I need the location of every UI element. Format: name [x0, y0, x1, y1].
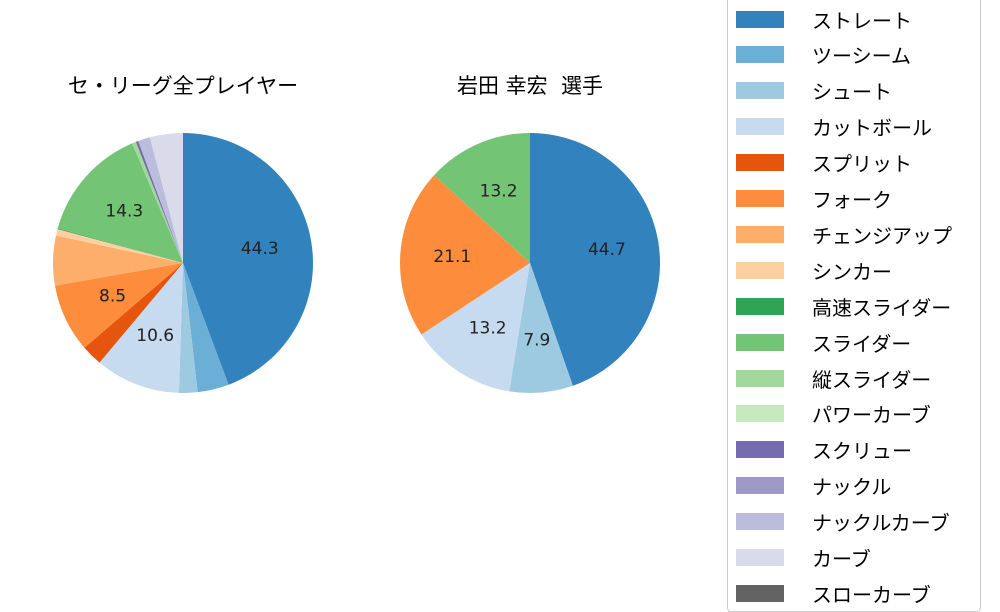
- legend-item: 高速スライダー: [736, 294, 952, 320]
- slice-value-label: 10.6: [136, 326, 174, 346]
- legend-label: シュート: [812, 80, 892, 105]
- legend-item: カットボール: [736, 115, 932, 141]
- pie-slice: [57, 143, 183, 263]
- player-pie: 44.7 7.9 13.2 21.1 13.2: [400, 133, 661, 393]
- legend-swatch: [736, 225, 784, 243]
- pie-slice: [53, 235, 183, 286]
- legend-swatch: [736, 261, 784, 279]
- legend-item: スローカーブ: [736, 581, 931, 607]
- legend: ストレートツーシームシュートカットボール スプリットフォークチェンジアップ シンカー…: [727, 0, 981, 612]
- pie-slice: [55, 263, 183, 348]
- legend-swatch: [736, 441, 784, 459]
- legend-swatch: [736, 549, 784, 566]
- legend-label: スクリュー: [812, 439, 912, 464]
- legend-swatch: [736, 513, 784, 531]
- legend-label: パワーカーブ: [812, 403, 931, 428]
- legend-item: スプリット: [736, 151, 912, 177]
- legend-label: スライダー: [812, 331, 912, 356]
- slice-value-label: 14.3: [105, 202, 143, 222]
- slice-value-label: 8.5: [99, 286, 126, 306]
- slice-value-label: 44.7: [588, 240, 626, 260]
- pie-slice: [84, 263, 183, 363]
- legend-swatch: [736, 118, 784, 136]
- legend-swatch: [736, 10, 784, 28]
- pie-slice: [183, 263, 229, 393]
- legend-swatch: [736, 333, 784, 351]
- pie-slice: [138, 137, 183, 263]
- pie-slice: [530, 133, 661, 386]
- legend-item: ストレート: [736, 7, 912, 33]
- slice-value-label: 13.2: [480, 182, 518, 202]
- right-chart-title: 岩田 幸宏 選手: [456, 74, 604, 98]
- legend-swatch: [736, 584, 784, 602]
- legend-item: ツーシーム: [736, 43, 911, 69]
- legend-swatch: [736, 154, 784, 172]
- legend-item: カーブ: [736, 546, 871, 571]
- legend-item: 縦スライダー: [736, 366, 932, 392]
- legend-swatch: [736, 46, 784, 64]
- legend-label: ナックルカーブ: [812, 511, 950, 536]
- legend-swatch: [736, 369, 784, 387]
- legend-label: スプリット: [812, 152, 912, 177]
- pie-slice: [55, 229, 184, 263]
- legend-item: スライダー: [736, 330, 912, 356]
- legend-item: スクリュー: [736, 438, 912, 464]
- pie-slice: [149, 133, 183, 263]
- legend-item: シュート: [736, 79, 892, 105]
- legend-label: 縦スライダー: [812, 367, 932, 392]
- league-pie: 44.3 10.6 8.5 14.3: [53, 133, 314, 393]
- slice-value-label: 44.3: [241, 239, 279, 259]
- slice-value-label: 13.2: [469, 318, 507, 338]
- legend-label: 高速スライダー: [812, 295, 952, 320]
- legend-item: シンカー: [736, 258, 892, 284]
- pie-slice: [434, 133, 530, 263]
- slice-value-label: 21.1: [433, 247, 471, 267]
- legend-swatch: [736, 297, 784, 315]
- legend-label: フォーク: [812, 188, 892, 212]
- legend-label: カーブ: [812, 547, 871, 571]
- legend-label: スローカーブ: [812, 582, 931, 607]
- legend-label: カットボール: [812, 116, 932, 141]
- legend-label: チェンジアップ: [812, 223, 952, 248]
- legend-item: フォーク: [736, 187, 892, 212]
- legend-label: ツーシーム: [812, 44, 911, 69]
- pie-slice: [132, 141, 183, 263]
- pie-slice: [421, 263, 530, 392]
- legend-label: シンカー: [812, 259, 892, 284]
- pie-slice: [99, 263, 183, 393]
- legend-swatch: [736, 82, 784, 100]
- pie-slice: [178, 263, 198, 393]
- legend-label: ナックル: [812, 475, 892, 500]
- pie-slice: [183, 133, 314, 385]
- pie-slice: [509, 263, 573, 393]
- legend-swatch: [736, 190, 784, 207]
- legend-label: ストレート: [812, 8, 912, 33]
- legend-item: チェンジアップ: [736, 222, 952, 248]
- pie-slice: [400, 175, 530, 335]
- left-chart-title: セ・リーグ全プレイヤー: [67, 74, 299, 98]
- legend-item: ナックル: [736, 474, 892, 500]
- pie-slice: [135, 140, 183, 263]
- legend-swatch: [736, 405, 784, 423]
- legend-item: パワーカーブ: [736, 402, 931, 428]
- slice-value-label: 7.9: [523, 331, 550, 351]
- legend-swatch: [736, 477, 784, 495]
- pie-slice: [57, 228, 184, 263]
- legend-item: ナックルカーブ: [736, 510, 950, 536]
